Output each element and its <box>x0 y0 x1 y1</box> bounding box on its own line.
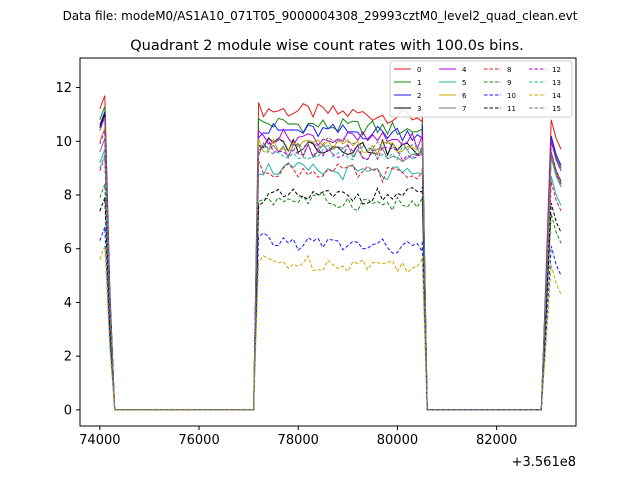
series-line-9 <box>99 184 562 411</box>
x-tick-label: 78000 <box>278 433 319 448</box>
x-tick-label: 82000 <box>476 433 517 448</box>
legend-label: 0 <box>417 66 421 74</box>
y-tick-label: 6 <box>64 242 72 257</box>
series-line-5 <box>99 149 562 411</box>
figure-suptitle: Data file: modeM0/AS1A10_071T05_90000043… <box>63 9 578 23</box>
series-line-2 <box>99 111 562 411</box>
series-line-13 <box>99 143 562 411</box>
series-line-15 <box>99 116 562 411</box>
legend-label: 1 <box>417 79 421 87</box>
legend-label: 11 <box>507 105 516 113</box>
x-tick-label: 76000 <box>178 433 219 448</box>
legend-label: 15 <box>552 105 561 113</box>
legend-label: 7 <box>462 105 466 113</box>
series-line-0 <box>99 95 562 411</box>
legend-label: 13 <box>552 79 561 87</box>
series-line-7 <box>99 138 562 411</box>
x-axis: 74000 76000 78000 80000 82000 <box>79 426 517 448</box>
chart-title: Quadrant 2 module wise count rates with … <box>130 38 524 54</box>
y-tick-label: 4 <box>64 296 72 311</box>
series-line-14 <box>99 245 562 411</box>
series-line-12 <box>99 130 562 411</box>
legend-label: 10 <box>507 92 516 100</box>
y-tick-label: 8 <box>64 188 72 203</box>
x-tick-label: 74000 <box>79 433 120 448</box>
y-tick-label: 2 <box>64 350 72 365</box>
series-line-10 <box>99 227 562 411</box>
x-tick-label: 80000 <box>377 433 418 448</box>
plot-frame <box>79 57 577 427</box>
legend-label: 8 <box>507 66 511 74</box>
series-line-8 <box>99 157 562 411</box>
plot-lines <box>99 95 562 411</box>
series-line-11 <box>99 186 562 411</box>
legend-label: 9 <box>507 79 511 87</box>
legend-label: 4 <box>462 66 467 74</box>
legend-label: 14 <box>552 92 561 100</box>
legend-label: 6 <box>462 92 467 100</box>
series-line-4 <box>99 116 562 411</box>
y-axis: 0 2 4 6 8 10 12 <box>55 81 80 418</box>
legend-box <box>389 60 573 118</box>
y-tick-label: 0 <box>64 403 72 418</box>
legend-label: 3 <box>417 105 421 113</box>
legend-label: 2 <box>417 92 421 100</box>
series-line-6 <box>99 127 562 411</box>
y-tick-label: 10 <box>55 135 72 150</box>
legend-label: 5 <box>462 79 466 87</box>
series-line-1 <box>99 106 562 411</box>
x-offset-label: +3.561e8 <box>512 455 576 470</box>
y-tick-label: 12 <box>55 81 72 96</box>
legend-label: 12 <box>552 66 561 74</box>
